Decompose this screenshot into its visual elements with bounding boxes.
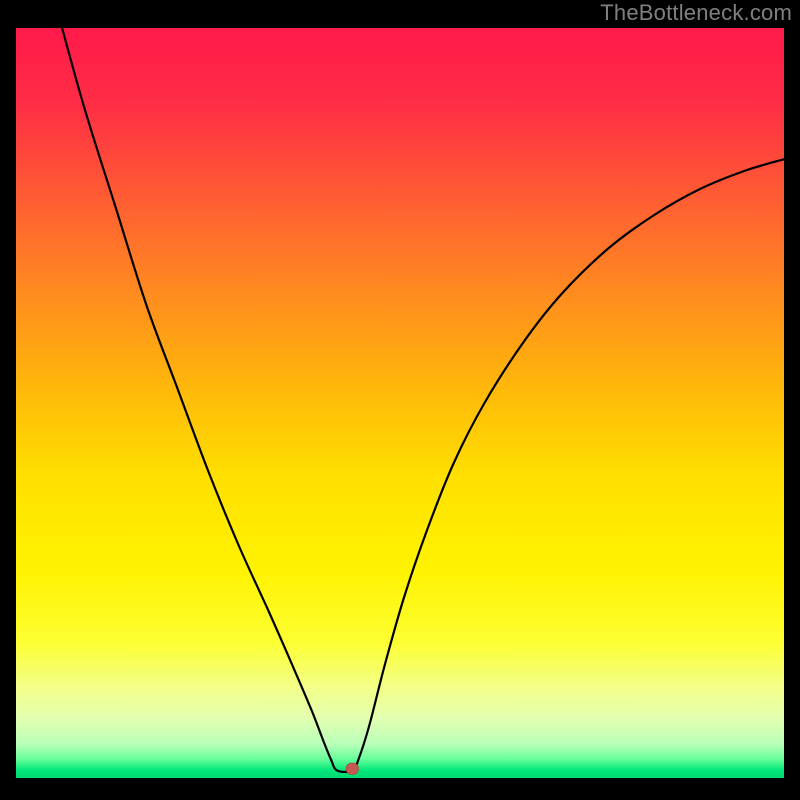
- bottleneck-curve: [62, 28, 784, 772]
- frame-border-left: [0, 0, 16, 800]
- watermark-label: TheBottleneck.com: [600, 0, 792, 26]
- plot-area: [16, 28, 784, 778]
- curve-layer: [16, 28, 784, 778]
- chart-stage: TheBottleneck.com: [0, 0, 800, 800]
- frame-border-bottom: [0, 778, 800, 800]
- frame-border-right: [784, 0, 800, 800]
